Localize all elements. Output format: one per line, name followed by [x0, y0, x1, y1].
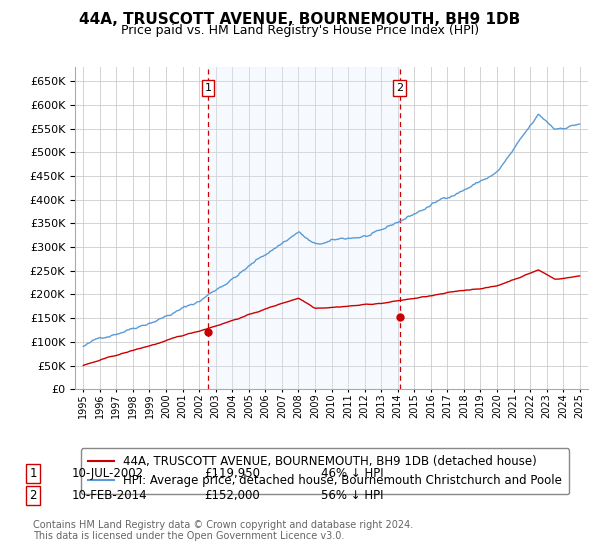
- Text: 1: 1: [29, 466, 37, 480]
- Text: 2: 2: [29, 489, 37, 502]
- Text: 2: 2: [396, 83, 403, 93]
- Text: 1: 1: [205, 83, 211, 93]
- Text: 10-JUL-2002: 10-JUL-2002: [72, 466, 144, 480]
- Text: 44A, TRUSCOTT AVENUE, BOURNEMOUTH, BH9 1DB: 44A, TRUSCOTT AVENUE, BOURNEMOUTH, BH9 1…: [79, 12, 521, 27]
- Text: 46% ↓ HPI: 46% ↓ HPI: [321, 466, 383, 480]
- Text: Price paid vs. HM Land Registry's House Price Index (HPI): Price paid vs. HM Land Registry's House …: [121, 24, 479, 36]
- Text: 56% ↓ HPI: 56% ↓ HPI: [321, 489, 383, 502]
- Bar: [208, 67, 400, 389]
- Text: £119,950: £119,950: [204, 466, 260, 480]
- Text: Contains HM Land Registry data © Crown copyright and database right 2024.
This d: Contains HM Land Registry data © Crown c…: [33, 520, 413, 542]
- Text: £152,000: £152,000: [204, 489, 260, 502]
- Legend: 44A, TRUSCOTT AVENUE, BOURNEMOUTH, BH9 1DB (detached house), HPI: Average price,: 44A, TRUSCOTT AVENUE, BOURNEMOUTH, BH9 1…: [81, 448, 569, 494]
- Text: 10-FEB-2014: 10-FEB-2014: [72, 489, 148, 502]
